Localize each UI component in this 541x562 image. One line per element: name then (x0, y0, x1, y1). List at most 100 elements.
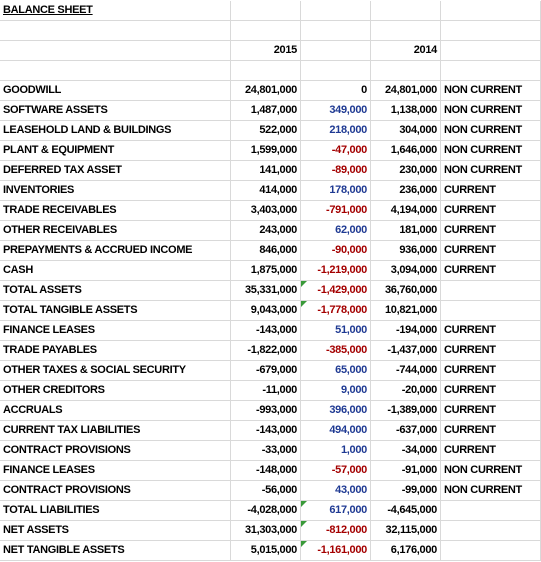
classification: CURRENT (441, 381, 541, 401)
change: 396,000 (301, 401, 371, 421)
row-label: CURRENT TAX LIABILITIES (0, 421, 231, 441)
classification: NON CURRENT (441, 101, 541, 121)
change: 1,000 (301, 441, 371, 461)
value-2014: 236,000 (371, 181, 441, 201)
cell (441, 61, 541, 81)
cell (441, 521, 541, 541)
value-2015: 846,000 (231, 241, 301, 261)
cell (441, 301, 541, 321)
row-label: OTHER RECEIVABLES (0, 221, 231, 241)
cell (231, 61, 301, 81)
value-2015: -679,000 (231, 361, 301, 381)
row-label: CONTRACT PROVISIONS (0, 441, 231, 461)
value-2015: -993,000 (231, 401, 301, 421)
cell (0, 21, 231, 41)
row-label: CASH (0, 261, 231, 281)
classification: CURRENT (441, 341, 541, 361)
value-2015: -148,000 (231, 461, 301, 481)
value-2015: -56,000 (231, 481, 301, 501)
value-2014: 936,000 (371, 241, 441, 261)
change: -385,000 (301, 341, 371, 361)
row-label: NET ASSETS (0, 521, 231, 541)
value-2014: 32,115,000 (371, 521, 441, 541)
change: 43,000 (301, 481, 371, 501)
classification: NON CURRENT (441, 81, 541, 101)
change: 65,000 (301, 361, 371, 381)
cell (301, 21, 371, 41)
value-2014: 1,646,000 (371, 141, 441, 161)
cell (301, 41, 371, 61)
change: -89,000 (301, 161, 371, 181)
cell (441, 541, 541, 561)
row-label: FINANCE LEASES (0, 461, 231, 481)
value-2015: 24,801,000 (231, 81, 301, 101)
cell (231, 21, 301, 41)
value-2014: -34,000 (371, 441, 441, 461)
row-label: TRADE PAYABLES (0, 341, 231, 361)
value-2014: 1,138,000 (371, 101, 441, 121)
value-2015: 1,599,000 (231, 141, 301, 161)
value-2014: 24,801,000 (371, 81, 441, 101)
value-2014: 10,821,000 (371, 301, 441, 321)
change: -791,000 (301, 201, 371, 221)
row-label: ACCRUALS (0, 401, 231, 421)
cell (371, 1, 441, 21)
classification: CURRENT (441, 221, 541, 241)
classification: CURRENT (441, 261, 541, 281)
value-2015: 243,000 (231, 221, 301, 241)
classification: NON CURRENT (441, 481, 541, 501)
value-2014: -20,000 (371, 381, 441, 401)
classification: CURRENT (441, 321, 541, 341)
value-2015: 5,015,000 (231, 541, 301, 561)
value-2015: -143,000 (231, 321, 301, 341)
change: -1,161,000 (301, 541, 371, 561)
row-label: CONTRACT PROVISIONS (0, 481, 231, 501)
classification: NON CURRENT (441, 461, 541, 481)
value-2015: -1,822,000 (231, 341, 301, 361)
sheet-title: BALANCE SHEET (0, 1, 231, 21)
classification: CURRENT (441, 361, 541, 381)
classification: CURRENT (441, 181, 541, 201)
cell (441, 21, 541, 41)
value-2014: -194,000 (371, 321, 441, 341)
change: -90,000 (301, 241, 371, 261)
classification: NON CURRENT (441, 121, 541, 141)
cell (301, 61, 371, 81)
value-2014: 230,000 (371, 161, 441, 181)
change: -1,219,000 (301, 261, 371, 281)
value-2014: 36,760,000 (371, 281, 441, 301)
value-2015: 3,403,000 (231, 201, 301, 221)
classification: NON CURRENT (441, 141, 541, 161)
change: 9,000 (301, 381, 371, 401)
row-label: TRADE RECEIVABLES (0, 201, 231, 221)
row-label: FINANCE LEASES (0, 321, 231, 341)
classification: CURRENT (441, 241, 541, 261)
value-2015: 1,875,000 (231, 261, 301, 281)
value-2014: -91,000 (371, 461, 441, 481)
value-2015: 1,487,000 (231, 101, 301, 121)
value-2015: -11,000 (231, 381, 301, 401)
classification: CURRENT (441, 441, 541, 461)
row-label: LEASEHOLD LAND & BUILDINGS (0, 121, 231, 141)
value-2014: -1,437,000 (371, 341, 441, 361)
change: -812,000 (301, 521, 371, 541)
change: 178,000 (301, 181, 371, 201)
value-2014: -1,389,000 (371, 401, 441, 421)
value-2015: -4,028,000 (231, 501, 301, 521)
value-2014: 304,000 (371, 121, 441, 141)
change: 617,000 (301, 501, 371, 521)
cell (371, 21, 441, 41)
value-2015: -143,000 (231, 421, 301, 441)
value-2015: -33,000 (231, 441, 301, 461)
row-label: PLANT & EQUIPMENT (0, 141, 231, 161)
cell (231, 1, 301, 21)
value-2014: 4,194,000 (371, 201, 441, 221)
cell (441, 281, 541, 301)
cell (0, 41, 231, 61)
change: -47,000 (301, 141, 371, 161)
value-2014: 181,000 (371, 221, 441, 241)
column-header: 2014 (371, 41, 441, 61)
cell (0, 61, 231, 81)
value-2015: 522,000 (231, 121, 301, 141)
